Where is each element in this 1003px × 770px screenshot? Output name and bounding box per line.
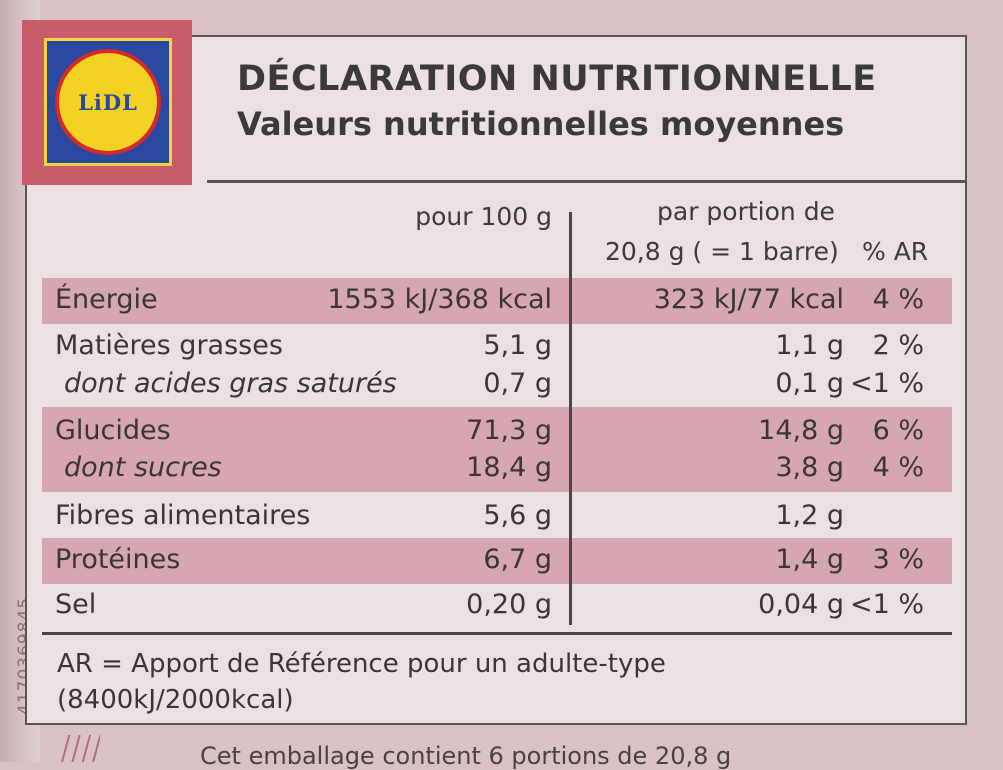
table-row: Glucides 71,3 g 14,8 g 6 % dont sucres 1… bbox=[42, 407, 952, 492]
label-title: DÉCLARATION NUTRITIONNELLE bbox=[237, 59, 877, 99]
header-portion-line2: 20,8 g ( = 1 barre) bbox=[605, 237, 839, 266]
footnote-line1: AR = Apport de Référence pour un adulte-… bbox=[57, 649, 666, 679]
decorative-hatch bbox=[60, 735, 100, 762]
footnote-line2: (8400kJ/2000kcal) bbox=[57, 685, 294, 715]
per100-value: 71,3 g bbox=[466, 415, 552, 446]
ar-value: 4 % bbox=[872, 284, 924, 315]
table-row: Fibres alimentaires 5,6 g 1,2 g bbox=[42, 494, 952, 540]
nutrient-label: Énergie bbox=[55, 284, 158, 315]
logo-text: LiDL bbox=[78, 89, 138, 115]
header-portion-line1: par portion de bbox=[657, 197, 835, 226]
table-bottom-rule bbox=[42, 632, 952, 635]
lidl-logo: LiDL bbox=[44, 38, 172, 166]
nutrient-label: Fibres alimentaires bbox=[55, 500, 311, 531]
table-row: Protéines 6,7 g 1,4 g 3 % bbox=[42, 538, 952, 584]
table-row: Matières grasses 5,1 g 1,1 g 2 % dont ac… bbox=[42, 324, 952, 409]
per100-value: 0,7 g bbox=[483, 368, 552, 399]
portion-value: 1,4 g bbox=[775, 544, 844, 575]
label-subtitle: Valeurs nutritionnelles moyennes bbox=[237, 105, 845, 143]
portion-value: 1,2 g bbox=[775, 500, 844, 531]
per100-value: 5,6 g bbox=[483, 500, 552, 531]
brand-logo-frame: LiDL bbox=[22, 20, 192, 185]
portion-value: 0,04 g bbox=[758, 589, 844, 620]
table-row: Sel 0,20 g 0,04 g <1 % bbox=[42, 584, 952, 630]
per100-value: 18,4 g bbox=[466, 452, 552, 483]
column-divider bbox=[569, 212, 572, 625]
nutrient-sublabel: dont sucres bbox=[64, 452, 222, 483]
title-divider bbox=[207, 180, 967, 183]
per100-value: 5,1 g bbox=[483, 330, 552, 361]
per100-value: 6,7 g bbox=[483, 544, 552, 575]
portion-value: 3,8 g bbox=[775, 452, 844, 483]
ar-value: <1 % bbox=[849, 589, 924, 620]
portion-value: 0,1 g bbox=[775, 368, 844, 399]
table-row: Énergie 1553 kJ/368 kcal 323 kJ/77 kcal … bbox=[42, 278, 952, 324]
header-ar: % AR bbox=[862, 237, 929, 266]
per100-value: 0,20 g bbox=[466, 589, 552, 620]
bottom-cutoff-text: Cet emballage contient 6 portions de 20,… bbox=[200, 742, 732, 770]
portion-value: 14,8 g bbox=[758, 415, 844, 446]
ar-value: <1 % bbox=[849, 368, 924, 399]
ar-value: 6 % bbox=[872, 415, 924, 446]
logo-circle: LiDL bbox=[55, 49, 161, 155]
nutrient-label: Protéines bbox=[55, 544, 181, 575]
ar-value: 3 % bbox=[872, 544, 924, 575]
portion-value: 323 kJ/77 kcal bbox=[653, 284, 844, 315]
nutrient-label: Sel bbox=[55, 589, 97, 620]
portion-value: 1,1 g bbox=[775, 330, 844, 361]
header-per-100g: pour 100 g bbox=[415, 202, 552, 231]
nutrient-sublabel: dont acides gras saturés bbox=[64, 368, 397, 399]
per100-value: 1553 kJ/368 kcal bbox=[327, 284, 552, 315]
nutrient-label: Matières grasses bbox=[55, 330, 283, 361]
nutrient-label: Glucides bbox=[55, 415, 171, 446]
ar-value: 4 % bbox=[872, 452, 924, 483]
ar-value: 2 % bbox=[872, 330, 924, 361]
